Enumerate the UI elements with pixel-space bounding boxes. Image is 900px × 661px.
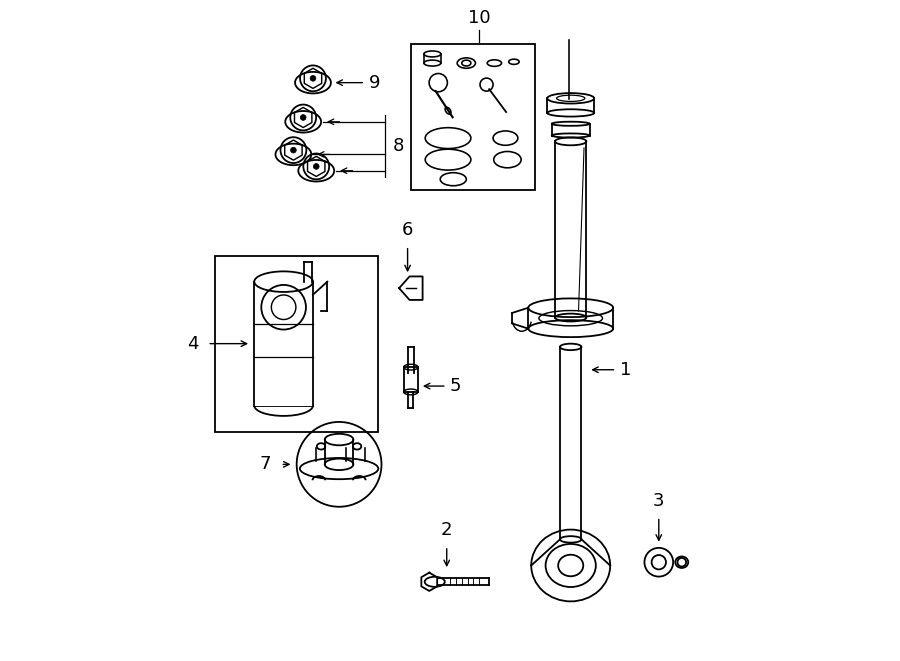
Text: 5: 5 (450, 377, 462, 395)
Circle shape (301, 114, 306, 120)
Text: 2: 2 (441, 522, 453, 539)
Text: 4: 4 (187, 334, 199, 352)
Bar (411, 44, 535, 190)
Text: 10: 10 (468, 9, 490, 27)
Circle shape (291, 147, 296, 153)
Bar (215, 256, 378, 432)
Text: 8: 8 (392, 137, 404, 155)
Text: 6: 6 (402, 221, 413, 239)
Circle shape (310, 75, 316, 81)
Text: 3: 3 (653, 492, 664, 510)
Text: 9: 9 (368, 73, 380, 92)
Circle shape (313, 163, 320, 169)
Text: 1: 1 (619, 361, 631, 379)
Text: 7: 7 (259, 455, 271, 473)
Bar (404, 367, 418, 392)
